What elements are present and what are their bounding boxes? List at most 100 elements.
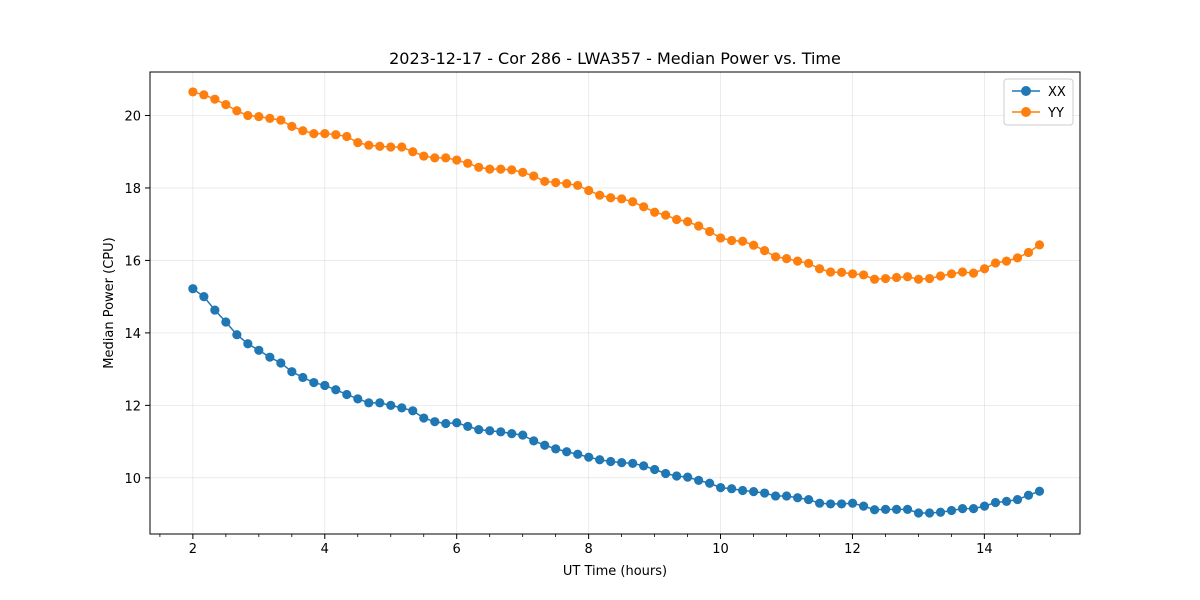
data-point-xx [320, 380, 330, 391]
x-tick-label: 6 [453, 542, 461, 557]
data-point-yy [441, 153, 451, 163]
data-point-xx [847, 498, 858, 508]
data-point-xx [749, 487, 759, 497]
data-point-yy [891, 272, 902, 283]
data-point-xx [836, 499, 847, 509]
data-point-yy [924, 273, 935, 284]
data-point-yy [518, 167, 528, 177]
data-point-yy [716, 233, 726, 243]
data-point-yy [990, 258, 1001, 268]
data-point-yy [375, 141, 385, 151]
data-point-yy [1034, 240, 1045, 250]
data-point-yy [430, 153, 440, 163]
data-point-xx [804, 494, 814, 505]
data-point-yy [353, 138, 363, 148]
data-point-yy [210, 94, 220, 104]
data-point-yy [694, 221, 704, 231]
chart-title: 2023-12-17 - Cor 286 - LWA357 - Median P… [389, 49, 841, 68]
data-point-yy [386, 142, 396, 152]
data-point-xx [188, 284, 198, 294]
data-point-xx [617, 458, 627, 468]
grid-lines [150, 72, 1080, 534]
y-tick-label: 10 [124, 472, 141, 487]
data-point-yy [584, 185, 594, 196]
data-point-yy [661, 210, 671, 220]
data-point-yy [804, 258, 814, 268]
data-point-xx [639, 461, 649, 471]
data-point-yy [902, 272, 913, 282]
x-tick-label: 12 [844, 542, 861, 557]
data-point-yy [320, 129, 330, 139]
legend-label-xx: XX [1048, 85, 1066, 100]
data-point-xx [825, 499, 836, 509]
data-point-yy [331, 130, 341, 140]
data-point-xx [276, 358, 286, 368]
data-point-xx [869, 505, 880, 515]
x-axis-label: UT Time (hours) [563, 564, 667, 579]
data-point-yy [913, 274, 924, 284]
data-point-xx [727, 484, 737, 494]
data-point-yy [979, 264, 990, 274]
data-point-xx [199, 292, 209, 302]
data-point-xx [474, 425, 484, 435]
y-axis-label: Median Power (CPU) [102, 237, 117, 368]
data-point-xx [551, 444, 561, 454]
data-point-yy [946, 269, 957, 279]
data-point-xx [661, 468, 671, 479]
data-point-xx [968, 504, 979, 514]
data-point-xx [540, 440, 550, 450]
data-point-yy [287, 121, 297, 131]
data-point-yy [595, 190, 605, 200]
data-point-yy [836, 267, 847, 277]
data-point-xx [232, 330, 242, 340]
data-point-yy [1012, 253, 1023, 263]
data-point-xx [463, 421, 473, 431]
data-point-xx [496, 427, 506, 437]
data-point-xx [562, 447, 572, 457]
data-point-yy [880, 273, 891, 284]
data-point-yy [847, 269, 858, 279]
data-point-yy [771, 252, 781, 262]
x-tick-label: 2 [189, 542, 197, 557]
data-point-yy [617, 194, 627, 204]
data-point-xx [760, 488, 770, 498]
data-point-yy [232, 106, 242, 116]
data-point-xx [298, 372, 308, 383]
data-point-xx [507, 429, 517, 439]
data-point-xx [771, 491, 781, 501]
legend-marker-xx [1021, 86, 1031, 96]
data-point-yy [221, 100, 231, 110]
data-point-xx [243, 339, 253, 349]
data-point-yy [749, 240, 759, 250]
data-point-xx [419, 413, 429, 423]
data-point-xx [287, 367, 297, 377]
data-point-xx [694, 475, 704, 485]
plot-frame [149, 71, 1081, 535]
data-point-xx [858, 501, 869, 511]
data-point-yy [573, 180, 583, 191]
data-point-yy [419, 151, 429, 161]
data-point-xx [793, 493, 803, 503]
data-point-yy [935, 271, 946, 281]
series-layer [188, 87, 1045, 518]
data-point-yy [463, 158, 473, 168]
data-point-yy [727, 235, 737, 246]
y-tick-label: 12 [124, 399, 141, 414]
data-point-yy [760, 246, 770, 256]
data-point-yy [265, 113, 275, 123]
data-point-yy [858, 270, 869, 280]
data-point-yy [738, 236, 748, 246]
data-point-yy [650, 207, 660, 217]
data-point-yy [529, 171, 539, 181]
data-point-xx [990, 497, 1001, 508]
data-point-xx [573, 449, 583, 459]
data-point-yy [496, 164, 506, 174]
data-point-yy [1023, 247, 1034, 258]
data-point-xx [716, 483, 726, 493]
data-point-xx [408, 406, 418, 416]
data-point-yy [199, 90, 209, 100]
data-point-xx [957, 504, 968, 514]
data-point-xx [342, 389, 352, 400]
